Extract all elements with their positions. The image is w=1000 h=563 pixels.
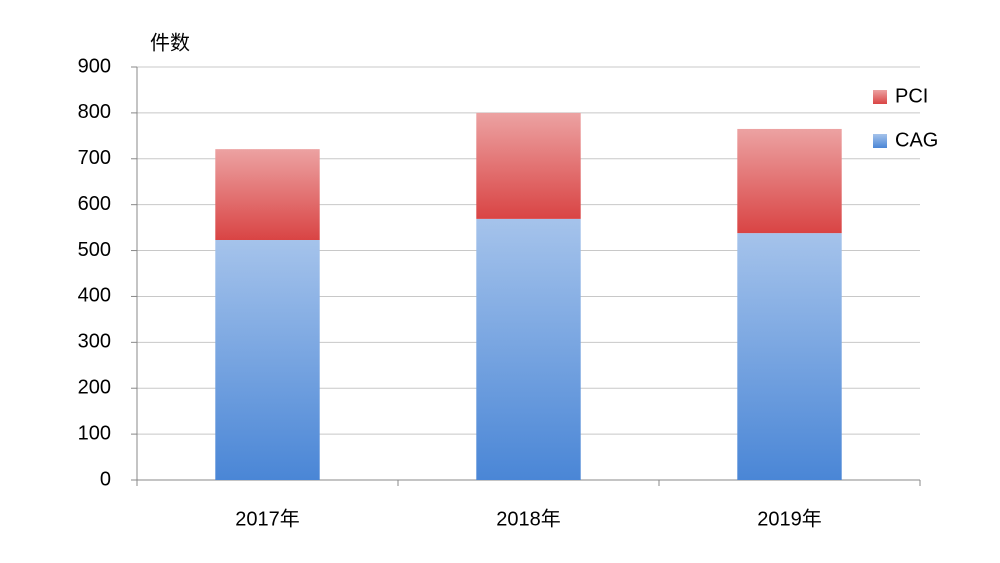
y-tick-label: 800 <box>78 101 111 123</box>
y-tick-label: 0 <box>100 468 111 490</box>
x-tick-label: 2019年 <box>757 507 822 530</box>
y-tick-label: 500 <box>78 239 111 261</box>
x-tick-label: 2017年 <box>235 507 300 530</box>
bar-segment <box>215 149 320 241</box>
bar-segment <box>737 128 842 234</box>
legend-swatch <box>873 90 887 104</box>
bar-segment <box>737 233 842 480</box>
legend-label: CAG <box>895 129 938 151</box>
bar-segment <box>215 240 320 480</box>
legend-swatch <box>873 134 887 148</box>
y-tick-label: 200 <box>78 377 111 399</box>
bar-segment <box>476 218 581 481</box>
bar-segment <box>476 112 581 219</box>
y-tick-label: 700 <box>78 147 111 169</box>
y-tick-label: 400 <box>78 285 111 307</box>
legend-label: PCI <box>895 85 928 107</box>
y-tick-label: 300 <box>78 331 111 353</box>
y-tick-label: 900 <box>78 55 111 77</box>
y-tick-label: 100 <box>78 422 111 444</box>
y-axis-label: 件数 <box>150 31 190 54</box>
y-tick-label: 600 <box>78 193 111 215</box>
x-tick-label: 2018年 <box>496 507 561 530</box>
